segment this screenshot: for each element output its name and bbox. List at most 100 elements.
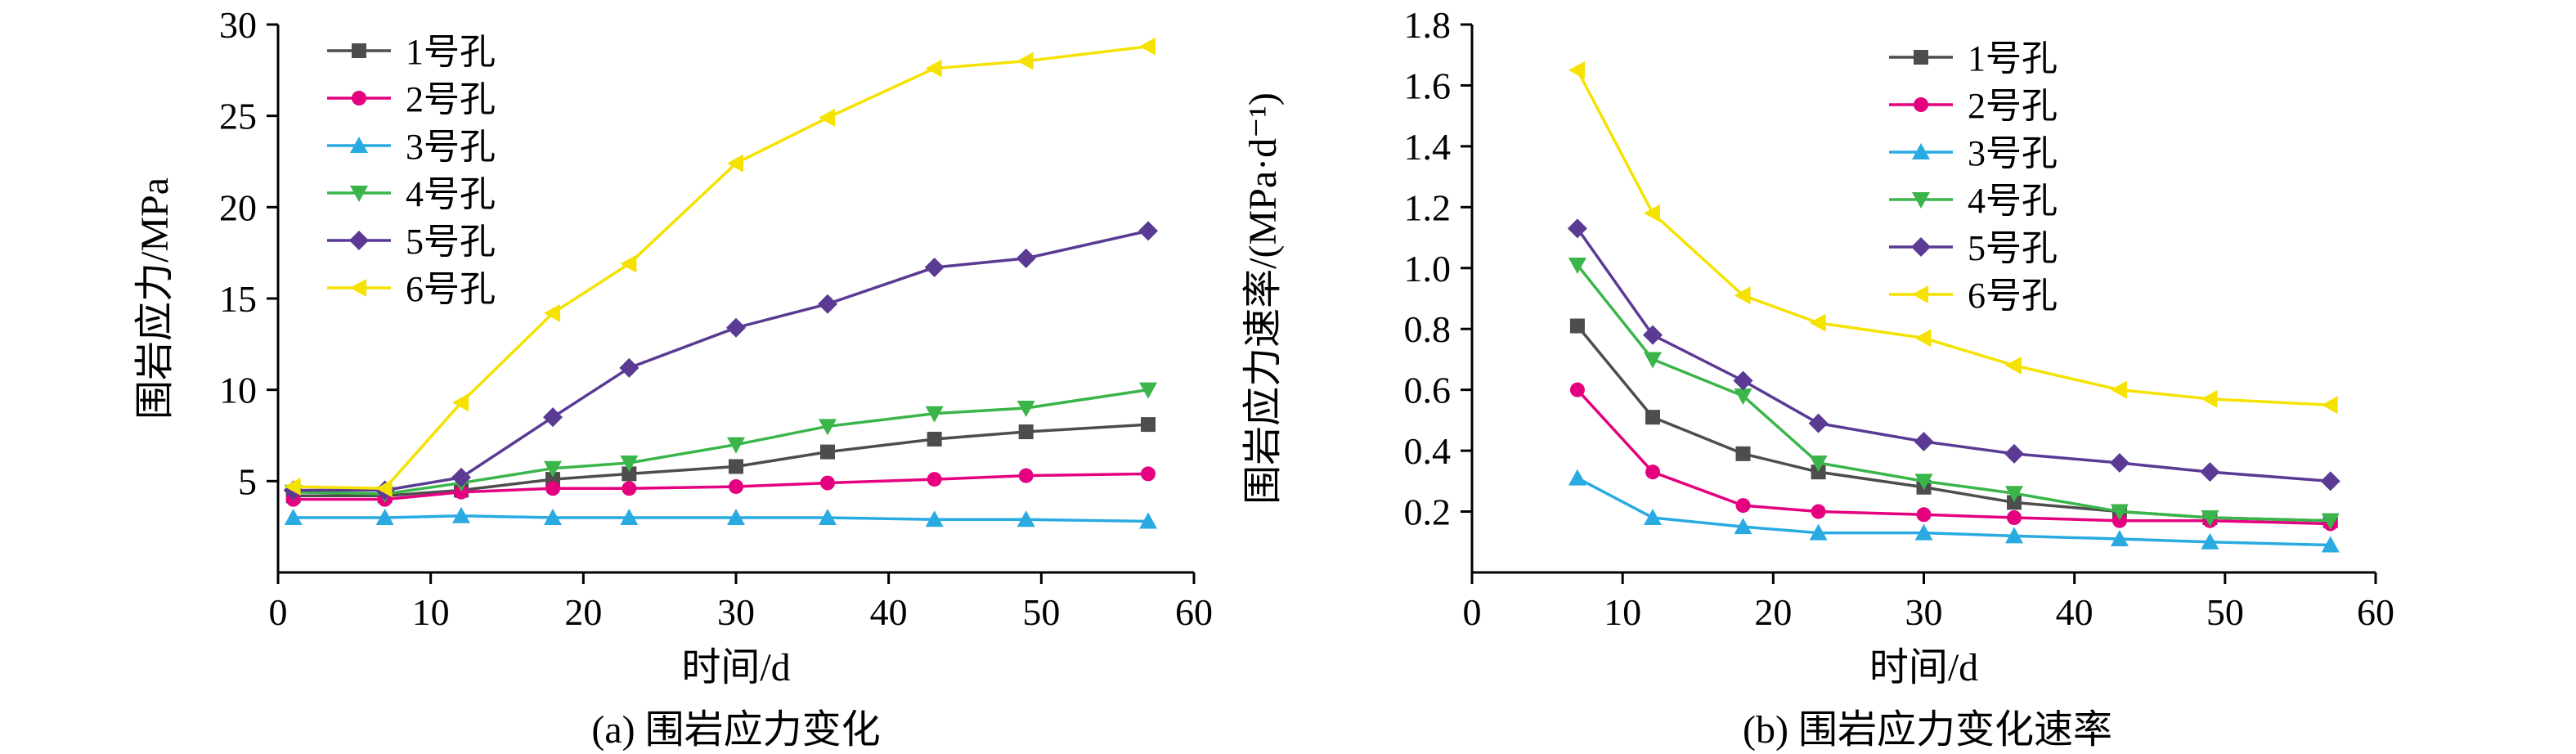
legend-marker [1914,97,1928,112]
y-tick-label: 25 [219,96,257,137]
data-point-marker [1735,498,1751,514]
series-line [293,472,1149,501]
data-point-marker [2007,495,2022,510]
series-3号孔 [1568,469,2340,553]
y-axis-title: 围岩应力速率/(MPa·d⁻¹) [1241,92,1285,505]
data-point-marker [729,459,743,474]
legend-label: 2号孔 [406,79,496,119]
data-point-marker [2004,443,2024,464]
data-point-marker [452,506,470,523]
x-tick-label: 50 [2206,591,2244,633]
data-point-marker [1568,469,1586,486]
chart-b: 0 10 20 30 40 50 60 0.2 0.4 0.6 0.8 1.0 1.2 1.4 1.6 1.8… [1241,4,2394,689]
data-point-marker [451,467,471,487]
legend-label: 6号孔 [406,269,496,309]
y-tick-label: 1.4 [1404,126,1452,168]
data-point-marker [2110,380,2127,399]
y-tick-label: 10 [219,370,257,411]
data-point-marker [622,466,637,482]
series-line [293,514,1149,523]
data-point-marker [284,509,303,525]
data-point-marker [1809,313,1826,332]
data-point-marker [2200,462,2220,482]
data-point-marker [1139,512,1157,529]
data-point-marker [1808,413,1829,433]
data-point-marker [1569,318,1585,334]
legend: 1号孔 2号孔 3号孔 4号孔 5号孔 6号孔 [1889,38,2058,316]
data-point-marker [1645,410,1660,425]
data-point-marker [1141,417,1156,433]
legend-label: 5号孔 [406,222,496,262]
legend-label: 1号孔 [406,32,496,72]
x-tick-label: 40 [870,591,908,633]
data-point-marker [375,509,394,525]
data-point-marker [2005,486,2023,503]
data-point-marker [2201,389,2218,408]
data-point-marker [1139,382,1157,399]
data-point-marker [1016,401,1035,417]
chart-a: 0 10 20 30 40 50 60 5 10 15 20 25 30 时间/d 围岩应力/MPa 1号孔 2… [133,4,1213,689]
data-point-marker [1914,523,1933,541]
data-point-marker [544,303,560,322]
y-tick-label: 1.2 [1404,186,1452,228]
series-line [1576,227,2331,483]
series-2号孔 [1569,382,2338,532]
data-point-marker [2112,513,2127,528]
legend-marker [1912,143,1930,159]
data-point-marker [1644,352,1662,369]
legend-item: 6号孔 [1889,276,2058,316]
data-point-marker [619,357,640,378]
data-point-marker [2005,356,2022,375]
data-point-marker [543,407,563,428]
legend-label: 6号孔 [1968,276,2058,316]
legend-marker [350,137,368,153]
x-axis-title: 时间/d [681,646,790,689]
legend-marker [352,43,366,58]
data-point-marker [2109,453,2129,473]
data-point-marker [925,406,944,423]
legend-item: 2号孔 [1889,86,2058,126]
data-point-marker [1568,61,1585,79]
data-point-marker [620,509,639,525]
series-line [1576,388,2331,526]
data-point-marker [1916,507,1932,523]
legend-label: 5号孔 [1968,228,2058,268]
series-6号孔 [284,37,1156,498]
x-tick-label: 60 [2357,591,2394,633]
data-point-marker [818,294,837,314]
series-3号孔 [284,506,1157,529]
data-point-marker [820,475,835,491]
data-point-marker [2201,532,2219,550]
data-point-marker [1734,518,1752,535]
y-tick-label: 1.8 [1404,4,1452,46]
legend-marker [1911,237,1931,257]
x-tick-label: 20 [564,591,602,633]
data-point-marker [1644,204,1660,222]
y-tick-label: 20 [219,186,257,228]
data-point-marker [1914,473,1933,491]
data-point-marker [375,479,393,498]
data-point-marker [1016,248,1036,268]
legend-marker [1914,50,1928,65]
legend: 1号孔 2号孔 3号孔 4号孔 5号孔 6号孔 [327,32,496,309]
series-line [293,423,1149,497]
data-point-marker [545,481,560,496]
data-point-marker [620,456,639,472]
series-line [293,388,1149,496]
data-point-marker [2007,510,2022,525]
data-point-marker [1645,465,1660,480]
legend-item: 1号孔 [327,32,496,72]
legend-label: 2号孔 [1968,86,2058,126]
data-point-marker [1734,286,1751,305]
x-tick-label: 60 [1175,591,1213,633]
legend-item: 4号孔 [1889,181,2058,221]
legend-item: 5号孔 [327,222,496,262]
figure-canvas: 0 10 20 30 40 50 60 5 10 15 20 25 30 时间/d 围岩应力/MPa 1号孔 2… [133,4,2394,689]
y-tick-label: 5 [238,460,257,502]
series-5号孔 [283,221,1158,500]
series-6号孔 [1568,61,2338,415]
x-tick-label: 30 [1905,591,1943,633]
data-point-marker [1139,37,1156,56]
legend-item: 2号孔 [327,79,496,119]
data-point-marker [1811,504,1826,519]
